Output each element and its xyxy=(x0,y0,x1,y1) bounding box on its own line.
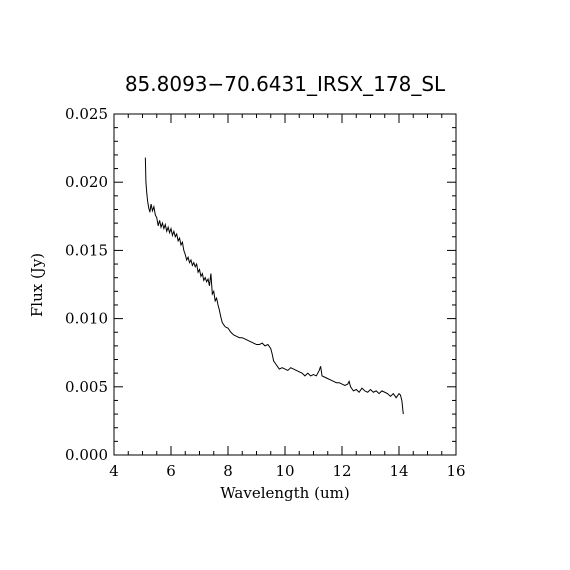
chart-title: 85.8093−70.6431_IRSX_178_SL xyxy=(125,72,446,96)
x-tick-label: 10 xyxy=(275,462,294,480)
x-tick-label: 4 xyxy=(109,462,119,480)
y-axis-label: Flux (Jy) xyxy=(28,253,46,317)
x-tick-label: 6 xyxy=(166,462,176,480)
y-tick-label: 0.005 xyxy=(65,378,108,396)
x-axis-tick-labels: 4 6 8 10 12 14 16 xyxy=(109,462,465,480)
x-tick-label: 14 xyxy=(389,462,408,480)
y-tick-label: 0.025 xyxy=(65,105,108,123)
y-tick-label: 0.010 xyxy=(65,310,108,328)
flux-series-line xyxy=(144,157,404,415)
y-tick-label: 0.020 xyxy=(65,173,108,191)
y-tick-label: 0.000 xyxy=(65,446,108,464)
x-axis-label: Wavelength (um) xyxy=(220,484,349,502)
plot-frame xyxy=(113,113,457,456)
x-tick-label: 12 xyxy=(332,462,351,480)
y-axis-ticks xyxy=(114,113,456,456)
y-axis-tick-labels: 0.000 0.005 0.010 0.015 0.020 0.025 xyxy=(65,105,108,464)
x-tick-label: 16 xyxy=(446,462,465,480)
y-tick-label: 0.015 xyxy=(65,241,108,259)
x-tick-label: 8 xyxy=(223,462,233,480)
x-axis-ticks xyxy=(113,114,457,455)
